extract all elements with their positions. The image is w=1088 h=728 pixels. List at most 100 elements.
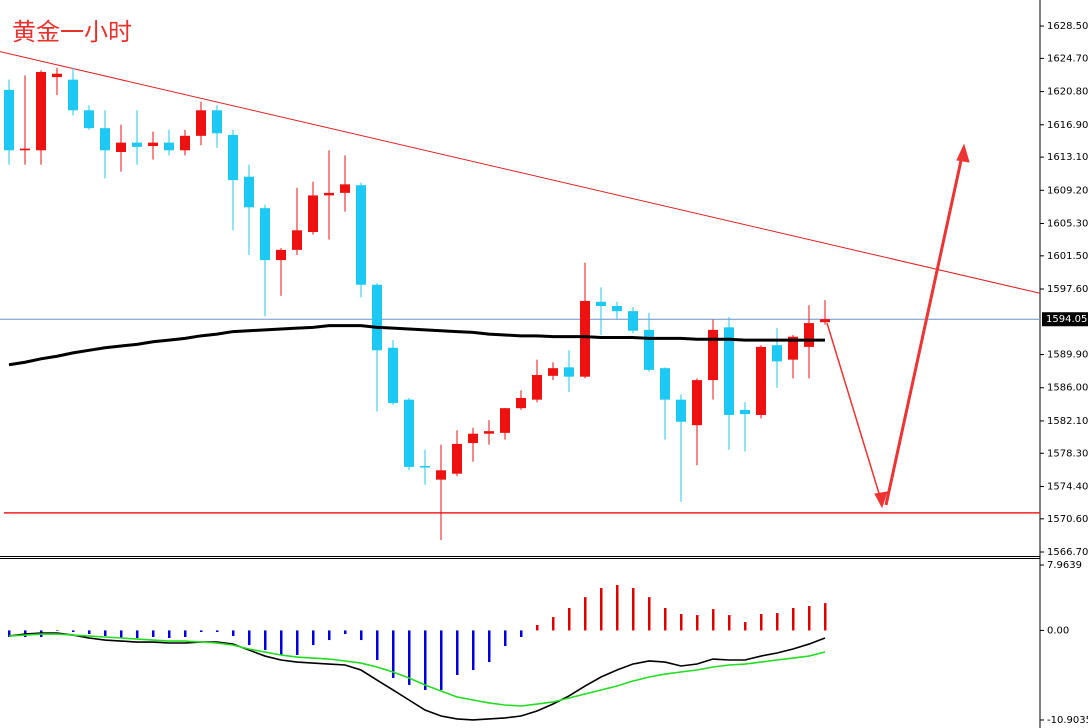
histogram-bar (216, 630, 219, 632)
histogram-bar (8, 630, 11, 638)
candle-body (564, 367, 574, 377)
candle-body (532, 374, 542, 400)
candle-body (292, 230, 302, 250)
y-tick-label: -10.9035 (1047, 715, 1088, 726)
histogram-bar (392, 630, 395, 678)
candle-body (644, 329, 654, 370)
candle-body (692, 380, 702, 426)
y-tick-label: 7.9639 (1047, 560, 1082, 571)
histogram-bar (568, 608, 571, 631)
histogram-bar (168, 630, 171, 638)
candle-body (468, 433, 478, 444)
candle-body (52, 73, 62, 78)
candle-body (404, 399, 414, 467)
histogram-bar (120, 630, 123, 638)
moving-average (8, 324, 825, 367)
candle-body (676, 399, 686, 422)
histogram-bar (552, 617, 555, 631)
candle-body (164, 142, 174, 151)
histogram-bar (680, 614, 683, 631)
candle-body (804, 323, 814, 347)
candle-body (308, 195, 318, 232)
candle-body (548, 368, 558, 376)
histogram-bar (56, 630, 59, 632)
candle-body (148, 142, 158, 147)
histogram-bar (664, 608, 667, 631)
candle-body (116, 142, 126, 152)
candle-body (212, 110, 222, 134)
histogram-bar (504, 630, 507, 647)
forecast-arrow (826, 143, 970, 509)
histogram-bar (536, 625, 539, 631)
histogram-bar (744, 622, 747, 631)
candle-body (100, 128, 110, 151)
candle-body (420, 466, 430, 468)
y-tick-label: 1624.70 (1047, 53, 1088, 64)
last-price-box (1042, 312, 1088, 327)
histogram-bar (200, 630, 203, 632)
candle-body (388, 347, 398, 404)
histogram-bar (792, 608, 795, 631)
y-tick-label: 1609.20 (1047, 185, 1088, 196)
histogram-bar (584, 597, 587, 631)
last-price-label: 1594.05 (1046, 314, 1087, 325)
histogram-bar (264, 630, 267, 651)
arrow-up (884, 155, 964, 506)
histogram-bar (248, 630, 251, 646)
histogram-bar (184, 630, 187, 638)
histogram-bar (424, 630, 427, 690)
candle-body (724, 327, 734, 415)
histogram-bar (152, 630, 155, 638)
candle-body (20, 148, 30, 151)
histogram-bar (712, 609, 715, 631)
candle-body (196, 110, 206, 136)
y-tick-label: 1620.80 (1047, 87, 1088, 98)
histogram-bar (600, 588, 603, 631)
histogram-bar (808, 606, 811, 631)
candle-body (772, 345, 782, 362)
histogram-bar (312, 630, 315, 646)
macd-line (8, 632, 826, 721)
histogram-bar (408, 630, 411, 685)
candle-body (788, 336, 798, 360)
y-tick-label: 1597.60 (1047, 284, 1088, 295)
macd-line (8, 633, 826, 707)
y-tick-label: 1574.40 (1047, 481, 1088, 492)
candle-body (436, 470, 446, 480)
histogram-bar (648, 597, 651, 631)
candle-body (740, 409, 750, 415)
y-tick-label: 1601.50 (1047, 251, 1088, 262)
histogram-bar (232, 630, 235, 637)
y-tick-label: 0.00 (1047, 625, 1069, 636)
histogram-bar (344, 630, 347, 635)
candle-body (452, 443, 462, 474)
candle-body (756, 346, 766, 415)
candle-body (516, 397, 526, 409)
y-tick-label: 1578.30 (1047, 448, 1088, 459)
histogram-bar (696, 615, 699, 631)
y-tick-label: 1566.70 (1047, 547, 1088, 558)
candle-body (660, 368, 670, 400)
arrow-head (956, 143, 970, 163)
chart-title: 黄金一小时 (12, 18, 132, 46)
histogram-bar (280, 630, 283, 655)
histogram-bar (488, 630, 491, 663)
histogram-bar (520, 630, 523, 638)
candle-body (820, 319, 830, 323)
histogram-bar (776, 613, 779, 631)
y-tick-label: 1628.50 (1047, 21, 1088, 32)
candle-body (580, 300, 590, 377)
y-tick-label: 1605.30 (1047, 218, 1088, 229)
candle-body (372, 284, 382, 351)
candle-body (180, 135, 190, 151)
histogram-bar (360, 630, 363, 641)
histogram-bar (440, 630, 443, 690)
histogram-bar (632, 588, 635, 631)
histogram-bar (456, 630, 459, 676)
histogram-bar (136, 630, 139, 638)
y-tick-label: 1589.90 (1047, 350, 1088, 361)
y-tick-label: 1582.10 (1047, 416, 1088, 427)
